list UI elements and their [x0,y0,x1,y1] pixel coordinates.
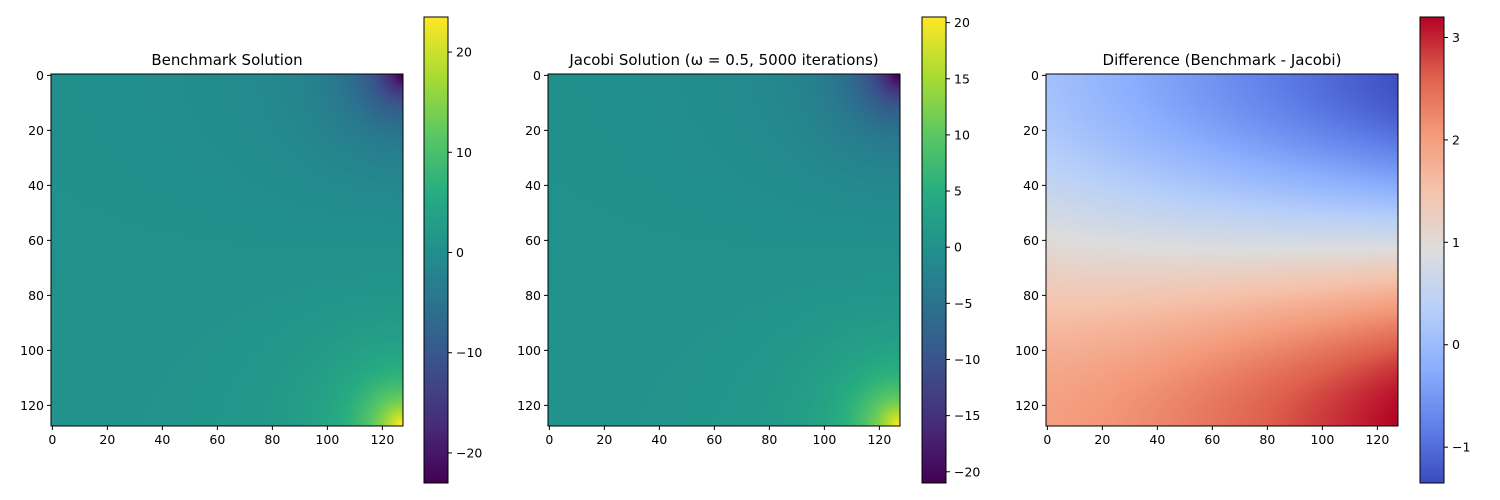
x-tick-label: 80 [761,432,777,447]
colorbar-tick-label: −20 [456,445,482,460]
colorbar-tick-label: 0 [954,240,962,255]
heatmap-image [548,74,900,426]
x-tick-label: 40 [1149,432,1165,447]
colorbar-tick-label: −10 [456,345,482,360]
x-tick-label: 100 [1310,432,1334,447]
x-tick-label: 0 [545,432,553,447]
chart-title: Benchmark Solution [151,51,303,69]
colorbar-tick-label: 2 [1452,132,1460,147]
colorbar-gradient [424,17,448,483]
y-tick-label: 120 [1015,398,1039,413]
x-tick-label: 20 [1094,432,1110,447]
axes-frame [1045,73,1399,427]
y-tick-label: 100 [517,343,541,358]
colorbar-tick-label: −5 [954,296,972,311]
colorbar-tick-label: −15 [954,408,980,423]
y-tick-label: 60 [28,233,44,248]
x-tick-label: 80 [264,432,280,447]
y-tick-label: 60 [1023,233,1039,248]
y-tick-label: 80 [525,288,541,303]
y-tick-label: 0 [533,68,541,83]
x-tick-label: 120 [1365,432,1389,447]
x-tick-label: 60 [1204,432,1220,447]
heatmap-image [51,74,403,426]
y-tick-label: 80 [28,288,44,303]
x-tick-label: 0 [48,432,56,447]
x-tick-label: 100 [315,432,339,447]
axes-frame [547,73,901,427]
colorbar-tick-label: 0 [456,245,464,260]
colorbar-gradient [922,17,946,483]
colorbar-tick-label: 20 [954,15,970,30]
y-tick-label: 80 [1023,288,1039,303]
panel-jacobi: Jacobi Solution (ω = 0.5, 5000 iteration… [517,15,980,484]
y-tick-label: 0 [36,68,44,83]
colorbar-tick-label: 20 [456,45,472,60]
x-tick-label: 120 [370,432,394,447]
colorbar-tick-label: 5 [954,184,962,199]
colorbar-tick-label: 10 [954,127,970,142]
y-tick-label: 100 [1015,343,1039,358]
axes-frame [50,73,404,427]
y-tick-label: 60 [525,233,541,248]
x-tick-label: 40 [154,432,170,447]
colorbar-frame [1419,16,1445,484]
x-tick-label: 20 [99,432,115,447]
colorbar-tick-label: 1 [1452,235,1460,250]
colorbar-tick-label: −1 [1452,440,1470,455]
x-tick-label: 60 [209,432,225,447]
y-tick-label: 20 [28,123,44,138]
colorbar-tick-label: 0 [1452,337,1460,352]
y-tick-label: 20 [525,123,541,138]
colorbar-tick-label: −10 [954,352,980,367]
x-tick-label: 0 [1043,432,1051,447]
y-tick-label: 40 [1023,178,1039,193]
y-tick-label: 120 [517,398,541,413]
x-tick-label: 120 [867,432,891,447]
axes-overlay: 0 20 40 60 80 100 120 0 20 40 60 80 100 120 −20 −10 0 10 2… [20,16,482,484]
y-tick-label: 100 [20,343,44,358]
y-tick-label: 40 [28,178,44,193]
colorbar-tick-label: 15 [954,71,970,86]
axes-overlay: 0 20 40 60 80 100 120020406080100120−20−15−10−… [517,15,980,484]
x-tick-label: 80 [1259,432,1275,447]
panel-benchmark: Benchmark Solution 0 20 40 60 80 100 120 0 20 40 6… [0,0,500,500]
y-tick-label: 20 [1023,123,1039,138]
colorbar-tick-label: 10 [456,145,472,160]
x-tick-label: 100 [812,432,836,447]
colorbar-frame [921,16,947,484]
colorbar-frame [423,16,449,484]
heatmap-image [1046,74,1398,426]
y-tick-label: 40 [525,178,541,193]
x-tick-label: 40 [651,432,667,447]
chart-title: Difference (Benchmark - Jacobi) [1102,51,1342,69]
x-tick-label: 20 [596,432,612,447]
chart-title: Jacobi Solution (ω = 0.5, 5000 iteration… [569,51,879,69]
x-tick-label: 60 [706,432,722,447]
colorbar-tick-label: −20 [954,464,980,479]
colorbar-tick-label: 3 [1452,30,1460,45]
y-tick-label: 0 [1031,68,1039,83]
y-tick-label: 120 [20,398,44,413]
colorbar-gradient [1420,17,1444,483]
